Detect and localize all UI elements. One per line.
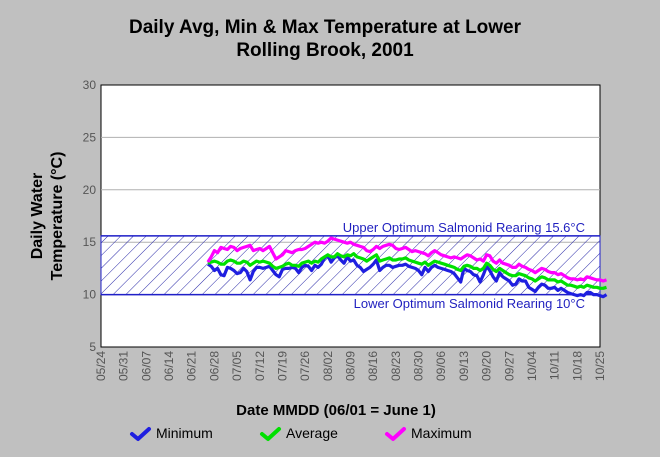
x-tick-label: 07/12 [253, 351, 267, 381]
x-tick-label: 08/23 [389, 351, 403, 381]
y-tick-label: 25 [83, 130, 97, 144]
x-tick-label: 05/31 [117, 351, 131, 381]
x-tick-label: 10/25 [593, 351, 607, 381]
series-lines [206, 236, 608, 299]
legend-label-minimum: Minimum [156, 425, 213, 441]
x-tick-label: 08/09 [344, 351, 358, 381]
x-tick-label: 09/13 [457, 351, 471, 381]
x-tick-label: 09/27 [502, 351, 516, 381]
y-axis-title-line1: Daily Water [29, 173, 46, 260]
x-tick-label: 09/06 [434, 351, 448, 381]
x-tick-label: 10/04 [525, 351, 539, 381]
series-line-average [207, 252, 607, 290]
y-tick-label: 20 [83, 183, 97, 197]
legend: Minimum Average Maximum [130, 425, 472, 441]
x-tick-labels: 05/24 05/31 06/07 06/14 06/21 06/28 07/05 07/12… [94, 351, 607, 381]
plot-area [100, 84, 601, 348]
legend-swatch-minimum [130, 427, 151, 441]
x-tick-label: 10/11 [548, 351, 562, 380]
x-tick-label: 06/28 [207, 351, 221, 381]
x-tick-label: 07/05 [230, 351, 244, 381]
x-axis-title: Date MMDD (06/01 = June 1) [236, 402, 436, 419]
legend-label-average: Average [286, 425, 338, 441]
series-line-minimum [207, 254, 608, 299]
x-tick-label: 08/02 [321, 351, 335, 381]
optimum-band [100, 235, 601, 296]
chart-title-line2: Rolling Brook, 2001 [236, 40, 414, 61]
y-axis-title-line2: Temperature (°C) [49, 152, 66, 281]
y-tick-label: 15 [83, 235, 97, 249]
x-tick-label: 10/18 [570, 351, 584, 381]
y-tick-labels: 5 10 15 20 25 30 [83, 78, 97, 354]
x-tick-label: 08/16 [366, 351, 380, 381]
y-tick-label: 30 [83, 78, 97, 92]
legend-swatch-average [260, 427, 281, 441]
x-tick-label: 09/20 [480, 351, 494, 381]
upper-optimum-label: Upper Optimum Salmonid Rearing 15.6°C [343, 220, 585, 235]
x-tick-label: 06/14 [162, 351, 176, 381]
x-tick-label: 07/19 [275, 351, 289, 381]
legend-label-maximum: Maximum [411, 425, 472, 441]
x-tick-label: 06/07 [139, 351, 153, 381]
x-tick-label: 08/30 [412, 351, 426, 381]
y-tick-label: 10 [83, 288, 97, 302]
x-tick-label: 06/21 [185, 351, 199, 381]
x-tick-label: 05/24 [94, 351, 108, 381]
series-line-maximum [206, 236, 608, 283]
chart-title-line1: Daily Avg, Min & Max Temperature at Lowe… [129, 17, 522, 38]
legend-swatch-maximum [385, 427, 406, 441]
x-tick-label: 07/26 [298, 351, 312, 381]
lower-optimum-label: Lower Optimum Salmonid Rearing 10°C [354, 296, 585, 311]
y-tick-label: 5 [89, 340, 96, 354]
